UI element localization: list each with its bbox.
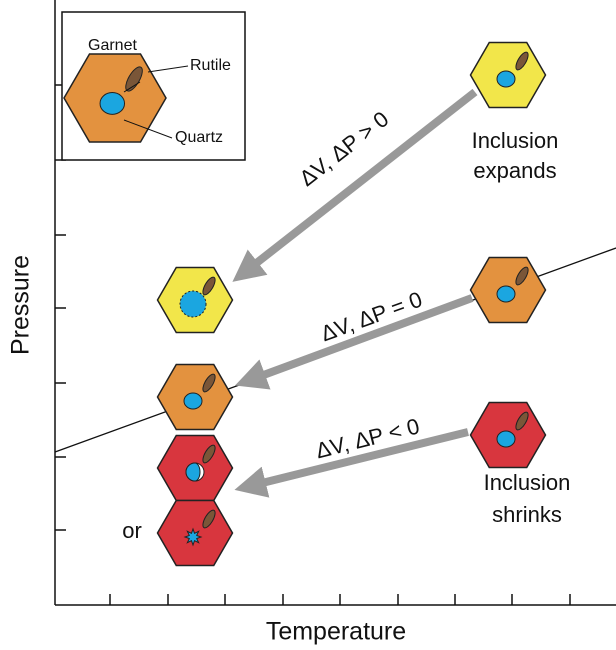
annotation: Inclusion [484, 470, 571, 495]
quartz [185, 529, 201, 545]
quartz [497, 71, 515, 87]
annotation: Inclusion [472, 128, 559, 153]
crystal [158, 268, 233, 333]
annotation: ΔV, ΔP > 0 [295, 106, 394, 191]
quartz [100, 93, 124, 115]
quartz [497, 286, 515, 302]
rutile-label: Rutile [190, 57, 231, 74]
crystal [471, 258, 546, 323]
quartz [184, 393, 202, 409]
crystal [471, 403, 546, 468]
crystal [471, 43, 546, 108]
crystal [158, 365, 233, 430]
quartz [180, 291, 206, 317]
annotation: or [122, 518, 142, 543]
crystal [158, 501, 233, 566]
crystals [64, 43, 546, 566]
garnet-label: Garnet [88, 37, 137, 54]
quartz [497, 431, 515, 447]
x-axis-label: Temperature [266, 618, 406, 646]
crystal [158, 436, 233, 501]
y-axis-label: Pressure [7, 255, 35, 355]
page: Garnet Rutile Quartz Inclusion expands I… [0, 0, 616, 650]
diagram: Garnet Rutile Quartz Inclusion expands I… [0, 0, 616, 650]
quartz-label: Quartz [175, 129, 223, 146]
annotation: expands [473, 158, 556, 183]
annotation: shrinks [492, 502, 562, 527]
quartz [186, 463, 200, 481]
